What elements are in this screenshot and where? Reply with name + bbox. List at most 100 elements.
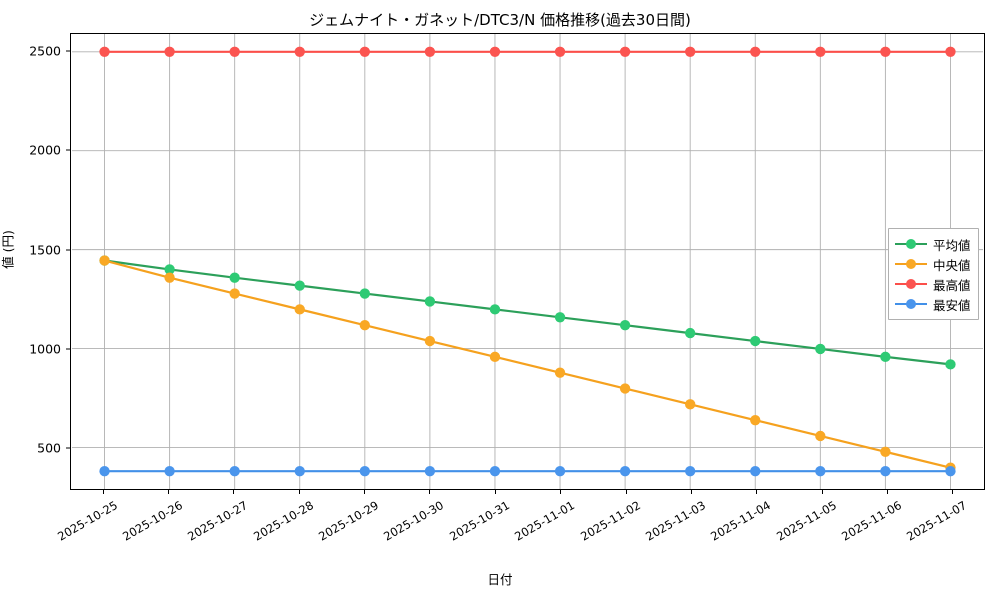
y-tick-mark: [66, 447, 70, 449]
chart-title: ジェムナイト・ガネット/DTC3/N 価格推移(過去30日間): [309, 11, 691, 29]
data-point: [164, 272, 175, 283]
x-tick-mark: [364, 490, 366, 494]
y-tick-mark: [66, 348, 70, 350]
x-axis-label: 日付: [487, 572, 513, 587]
data-point: [619, 466, 631, 477]
data-point: [815, 466, 826, 477]
y-tick-label: 500: [37, 440, 61, 456]
data-point: [424, 46, 436, 57]
data-point: [489, 304, 501, 315]
data-point: [424, 466, 436, 477]
x-tick-mark: [690, 490, 692, 494]
x-tick-mark: [102, 490, 104, 494]
x-tick-mark: [560, 490, 562, 494]
data-point: [619, 46, 631, 57]
y-tick-mark: [66, 50, 70, 52]
data-point: [815, 46, 826, 57]
data-point: [750, 414, 761, 426]
data-point: [489, 466, 501, 477]
data-point: [815, 343, 826, 355]
data-point: [424, 296, 436, 307]
data-point: [685, 466, 696, 477]
data-point: [294, 466, 305, 477]
data-point: [685, 46, 696, 57]
x-tick-mark: [429, 490, 431, 494]
x-tick-label: 2025-10-31: [446, 498, 512, 544]
data-point: [750, 335, 761, 347]
legend-item-3[interactable]: 最高値: [895, 274, 971, 294]
data-point: [229, 466, 240, 477]
x-tick-label: 2025-10-25: [54, 498, 120, 544]
series-2: [99, 255, 956, 473]
data-point: [945, 46, 956, 57]
data-point: [164, 264, 175, 275]
x-tick-mark: [756, 490, 758, 494]
data-point: [424, 335, 436, 347]
data-point: [554, 466, 566, 477]
data-point: [489, 46, 501, 57]
x-tick-label: 2025-11-04: [708, 498, 774, 544]
x-tick-label: 2025-11-05: [773, 498, 839, 544]
x-tick-label: 2025-11-02: [577, 498, 643, 544]
x-tick-mark: [952, 490, 954, 494]
data-point: [880, 46, 891, 57]
x-tick-label: 2025-11-07: [904, 498, 970, 544]
x-tick-mark: [168, 490, 170, 494]
data-point: [685, 327, 696, 339]
data-point: [359, 46, 370, 57]
data-point: [685, 399, 696, 410]
grid-layer: [72, 34, 983, 489]
data-point: [750, 466, 761, 477]
x-tick-label: 2025-11-01: [512, 498, 578, 544]
y-tick-label: 2500: [29, 43, 61, 59]
y-tick-mark: [66, 249, 70, 251]
x-tick-mark: [298, 490, 300, 494]
y-tick-mark: [66, 149, 70, 151]
data-point: [359, 466, 370, 477]
x-tick-mark: [886, 490, 888, 494]
data-point: [294, 304, 305, 315]
data-point: [164, 46, 175, 57]
legend-label: 中央値: [933, 257, 971, 273]
legend-item-4[interactable]: 最安値: [895, 294, 971, 314]
x-tick-label: 2025-11-03: [643, 498, 708, 544]
data-point: [619, 383, 631, 394]
x-axis-ticks: 2025-10-25 2025-10-26 2025-10-27 2025-10-28…: [55, 490, 985, 600]
y-tick-label: 1500: [29, 242, 61, 258]
series-layer: [99, 46, 956, 477]
x-tick-label: 2025-10-26: [120, 498, 186, 544]
x-tick-label: 2025-10-30: [381, 498, 447, 544]
data-point: [945, 466, 956, 477]
data-point: [229, 272, 240, 283]
data-point: [99, 255, 110, 266]
x-tick-mark: [821, 490, 823, 494]
x-tick-label: 2025-10-29: [316, 498, 382, 544]
y-tick-label: 2000: [29, 142, 61, 158]
y-tick-label: 1000: [29, 341, 61, 357]
data-point: [554, 367, 566, 378]
plot-area: [70, 33, 985, 490]
legend-item-2[interactable]: 中央値: [895, 254, 971, 274]
legend-label: 最高値: [933, 277, 971, 293]
x-tick-mark: [233, 490, 235, 494]
data-point: [294, 280, 305, 291]
legend-swatch-icon: [895, 297, 927, 311]
y-axis-ticks: 500 1000 1500 2000 2500: [0, 33, 1000, 490]
data-point: [945, 359, 956, 370]
data-point: [750, 46, 761, 57]
x-tick-label: 2025-10-28: [250, 498, 316, 544]
data-point: [229, 46, 240, 57]
legend-label: 最安値: [933, 297, 971, 313]
legend-swatch-icon: [895, 237, 927, 251]
legend-label: 平均値: [933, 237, 971, 253]
legend-item-1[interactable]: 平均値: [895, 234, 971, 254]
series-1: [99, 255, 956, 370]
data-point: [294, 46, 305, 57]
series-3: [99, 46, 956, 57]
data-point: [554, 312, 566, 323]
data-point: [880, 446, 891, 457]
data-point: [359, 288, 370, 299]
data-point: [99, 46, 110, 57]
data-point: [99, 466, 110, 477]
